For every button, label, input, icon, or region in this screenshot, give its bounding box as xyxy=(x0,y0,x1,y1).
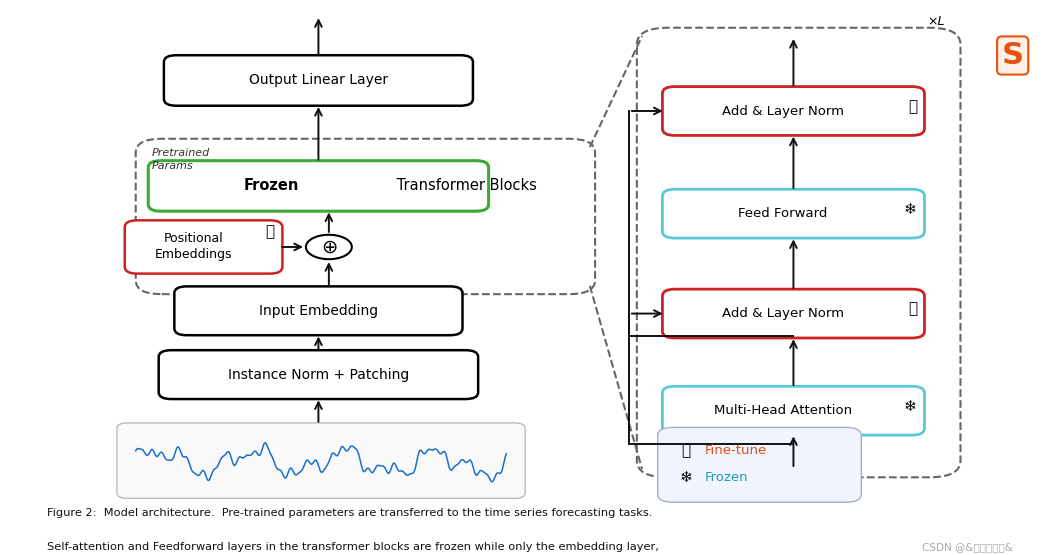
Text: ❄️: ❄️ xyxy=(904,398,918,414)
Text: 🔥: 🔥 xyxy=(908,99,918,114)
Text: Fine-tune: Fine-tune xyxy=(705,444,767,457)
Text: Positional
Embeddings: Positional Embeddings xyxy=(155,233,232,261)
Text: ❄️: ❄️ xyxy=(680,470,692,485)
Text: Self-attention and Feedforward layers in the transformer blocks are frozen while: Self-attention and Feedforward layers in… xyxy=(47,542,659,552)
FancyBboxPatch shape xyxy=(164,56,473,105)
Text: 🔥: 🔥 xyxy=(682,443,690,458)
Text: ×L: ×L xyxy=(927,15,945,28)
FancyBboxPatch shape xyxy=(117,423,525,498)
FancyBboxPatch shape xyxy=(662,289,925,338)
FancyBboxPatch shape xyxy=(174,286,462,335)
FancyBboxPatch shape xyxy=(658,427,861,502)
Text: CSDN @&永恒的星河&: CSDN @&永恒的星河& xyxy=(922,542,1013,552)
Circle shape xyxy=(306,235,352,259)
Text: Multi-Head Attention: Multi-Head Attention xyxy=(714,404,852,417)
Text: Input Embedding: Input Embedding xyxy=(259,304,378,318)
FancyBboxPatch shape xyxy=(662,189,925,238)
Text: Feed Forward: Feed Forward xyxy=(738,207,828,220)
Text: S: S xyxy=(1001,41,1024,70)
Text: Add & Layer Norm: Add & Layer Norm xyxy=(722,307,844,320)
Text: $\oplus$: $\oplus$ xyxy=(321,238,337,256)
Text: Output Linear Layer: Output Linear Layer xyxy=(248,73,388,88)
Text: Figure 2:  Model architecture.  Pre-trained parameters are transferred to the ti: Figure 2: Model architecture. Pre-traine… xyxy=(47,508,652,518)
Text: Pretrained
Params: Pretrained Params xyxy=(151,148,210,170)
Text: Frozen: Frozen xyxy=(243,178,300,194)
Text: ❄️: ❄️ xyxy=(904,201,918,217)
Text: 🔥: 🔥 xyxy=(265,224,274,239)
Text: Instance Norm + Patching: Instance Norm + Patching xyxy=(228,367,409,382)
FancyBboxPatch shape xyxy=(662,87,925,135)
Text: 🔥: 🔥 xyxy=(908,301,918,317)
FancyBboxPatch shape xyxy=(148,161,489,211)
FancyBboxPatch shape xyxy=(662,386,925,435)
FancyBboxPatch shape xyxy=(125,220,282,274)
Text: Frozen: Frozen xyxy=(705,471,749,483)
Text: Add & Layer Norm: Add & Layer Norm xyxy=(722,104,844,118)
Text: Transformer Blocks: Transformer Blocks xyxy=(392,178,537,194)
FancyBboxPatch shape xyxy=(159,350,478,399)
